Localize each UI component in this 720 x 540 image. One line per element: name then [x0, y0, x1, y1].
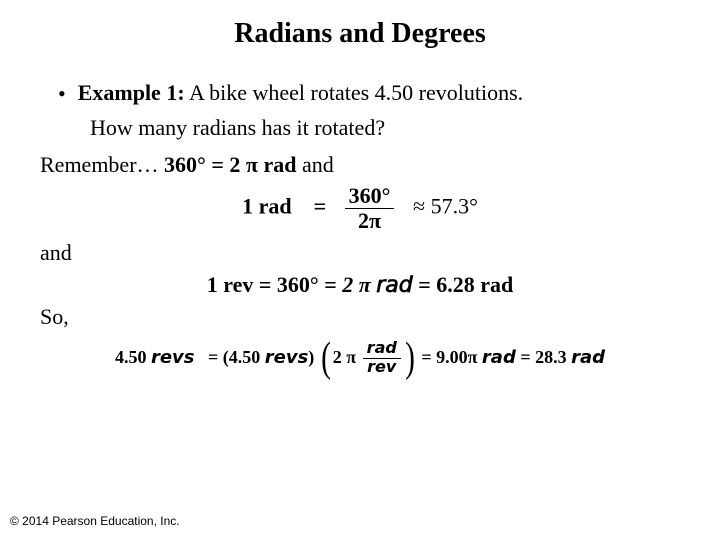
- rev-def-lhs: 1 rev =: [207, 272, 272, 297]
- remember-line: Remember… 360° = 2 π rad and: [40, 152, 680, 178]
- rad-def-approx: ≈: [413, 194, 425, 219]
- rparen-icon: ): [405, 340, 415, 378]
- example-label: Example 1:: [78, 80, 185, 105]
- sol-eq2: = 9.00π 𝙧𝙖𝙙 = 28.3 𝙧𝙖𝙙: [421, 347, 605, 367]
- lparen-icon: (: [321, 340, 331, 378]
- remember-prefix: Remember…: [40, 152, 159, 177]
- rad-definition: 1 rad = 360° 2π ≈ 57.3°: [40, 184, 680, 233]
- rad-def-rhs: 57.3°: [431, 194, 478, 219]
- eq-360-eq: =: [211, 152, 224, 177]
- rad-def-den: 2π: [345, 209, 395, 233]
- rad-def-lhs: 1 rad: [242, 194, 292, 219]
- rev-def-mid: 360°: [277, 272, 319, 297]
- problem-line1: A bike wheel rotates 4.50 revolutions.: [189, 80, 523, 105]
- problem-line2: How many radians has it rotated?: [90, 113, 680, 143]
- sol-lhs: 4.50 𝙧𝙚𝙫𝙨: [115, 347, 195, 367]
- sol-frac-num: 𝙧𝙖𝙙: [363, 340, 401, 359]
- rad-def-num: 360°: [345, 184, 395, 209]
- bullet-dot: •: [58, 80, 66, 109]
- copyright-text: © 2014 Pearson Education, Inc.: [10, 514, 180, 528]
- eq-360-rhs: 2 π rad: [229, 152, 296, 177]
- eq-360-lhs: 360°: [164, 152, 206, 177]
- rev-definition: 1 rev = 360° = 2 π 𝘳𝘢𝘥 = 6.28 rad: [40, 272, 680, 298]
- and-line: and: [40, 240, 680, 266]
- so-line: So,: [40, 304, 680, 330]
- page-title: Radians and Degrees: [40, 18, 680, 50]
- example-bullet: • Example 1: A bike wheel rotates 4.50 r…: [40, 80, 680, 109]
- rad-def-frac: 360° 2π: [345, 184, 395, 233]
- sol-frac: 𝙧𝙖𝙙 𝙧𝙚𝙫: [363, 340, 401, 376]
- rev-def-eq: =: [324, 272, 337, 297]
- solution-line: 4.50 𝙧𝙚𝙫𝙨 = (4.50 𝙧𝙚𝙫𝙨) (2 π 𝙧𝙖𝙙 𝙧𝙚𝙫 ) =…: [40, 340, 680, 378]
- remember-and: and: [302, 152, 334, 177]
- rev-def-pi: 2 π 𝘳𝘢𝘥: [342, 272, 413, 297]
- rad-def-eq: =: [314, 194, 327, 219]
- sol-frac-den: 𝙧𝙚𝙫: [363, 359, 401, 377]
- sol-coef: 2 π: [333, 347, 356, 367]
- rev-def-eq2: = 6.28 rad: [418, 272, 513, 297]
- sol-eq1: = (4.50 𝙧𝙚𝙫𝙨): [208, 347, 314, 367]
